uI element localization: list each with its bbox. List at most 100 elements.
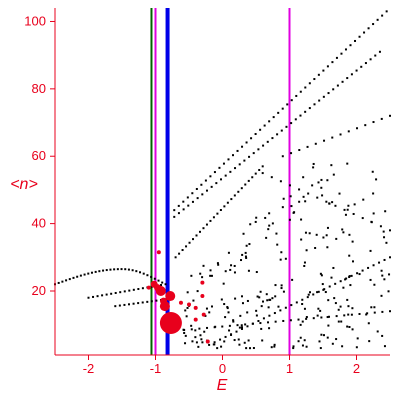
black-point-102 [363, 31, 366, 34]
black-point-232 [312, 317, 315, 320]
black-point-418 [346, 208, 349, 211]
black-point-340 [321, 283, 324, 286]
black-point-394 [290, 205, 293, 208]
black-point-316 [316, 291, 319, 294]
black-point-293 [351, 307, 354, 310]
black-point-19 [124, 268, 127, 271]
black-point-380 [383, 345, 386, 348]
black-point-220 [221, 325, 224, 328]
black-point-41 [137, 288, 140, 291]
black-point-529 [274, 295, 277, 298]
black-point-308 [308, 232, 311, 235]
black-point-72 [227, 158, 230, 161]
black-point-56 [150, 300, 153, 303]
black-point-525 [249, 223, 252, 226]
black-point-267 [352, 212, 355, 215]
red-point-16 [146, 285, 151, 290]
black-point-313 [223, 303, 226, 306]
black-point-287 [351, 328, 354, 331]
black-point-474 [372, 212, 375, 215]
black-point-189 [262, 317, 265, 320]
black-point-324 [199, 334, 202, 337]
black-point-145 [346, 77, 349, 80]
black-point-22 [135, 270, 138, 273]
red-point-9 [200, 294, 205, 299]
black-point-117 [215, 182, 218, 185]
black-point-290 [383, 278, 386, 281]
black-point-203 [339, 280, 342, 283]
black-point-27 [153, 277, 156, 280]
black-point-356 [226, 307, 229, 310]
y-tick-label-0: 20 [32, 283, 46, 298]
black-point-186 [246, 325, 249, 328]
black-point-506 [326, 179, 329, 182]
black-point-249 [331, 136, 334, 139]
black-point-305 [268, 327, 271, 330]
black-point-82 [272, 116, 275, 119]
black-point-47 [164, 283, 167, 286]
black-point-67 [204, 179, 207, 182]
black-point-109 [177, 212, 180, 215]
black-point-493 [304, 231, 307, 234]
black-point-317 [348, 233, 351, 236]
black-point-50 [123, 303, 126, 306]
red-point-0 [159, 311, 182, 334]
black-point-411 [299, 336, 302, 339]
black-point-39 [128, 289, 131, 292]
black-point-111 [187, 204, 190, 207]
black-point-409 [233, 264, 236, 267]
black-point-135 [299, 114, 302, 117]
black-point-402 [340, 320, 343, 323]
black-point-188 [257, 320, 260, 323]
black-point-3 [65, 279, 68, 282]
black-point-431 [348, 254, 351, 257]
black-point-303 [319, 347, 322, 350]
black-point-367 [237, 338, 240, 341]
black-points-layer [54, 10, 391, 350]
black-point-42 [141, 287, 144, 290]
black-point-63 [186, 196, 189, 199]
black-point-226 [267, 321, 270, 324]
black-point-349 [209, 269, 212, 272]
black-point-118 [220, 178, 223, 181]
black-point-485 [246, 299, 249, 302]
black-point-310 [274, 284, 277, 287]
black-point-496 [238, 343, 241, 346]
black-point-511 [380, 269, 383, 272]
black-point-257 [261, 172, 264, 175]
black-point-361 [302, 176, 305, 179]
black-point-282 [204, 314, 207, 317]
black-point-254 [372, 121, 375, 124]
black-point-432 [384, 210, 387, 213]
black-point-113 [196, 197, 199, 200]
black-point-322 [300, 238, 303, 241]
black-point-66 [200, 183, 203, 186]
black-point-92 [317, 73, 320, 76]
black-point-84 [281, 107, 284, 110]
black-point-433 [331, 201, 334, 204]
black-point-274 [322, 236, 325, 239]
black-point-427 [191, 340, 194, 343]
black-point-204 [345, 277, 348, 280]
black-point-100 [354, 39, 357, 42]
y-tick-label-3: 80 [32, 81, 46, 96]
black-point-144 [341, 80, 344, 83]
black-point-480 [292, 345, 295, 348]
black-point-501 [380, 294, 383, 297]
black-point-296 [303, 339, 306, 342]
black-point-416 [342, 286, 345, 289]
black-point-180 [213, 341, 216, 344]
black-point-148 [360, 65, 363, 68]
black-point-185 [240, 327, 243, 330]
black-point-383 [242, 232, 245, 235]
black-point-193 [284, 306, 287, 309]
black-point-209 [372, 264, 375, 267]
black-point-526 [302, 195, 305, 198]
black-point-425 [326, 226, 329, 229]
black-point-90 [308, 82, 311, 85]
black-point-20 [127, 268, 130, 271]
black-point-54 [141, 301, 144, 304]
black-point-371 [326, 246, 329, 249]
black-point-318 [240, 259, 243, 262]
